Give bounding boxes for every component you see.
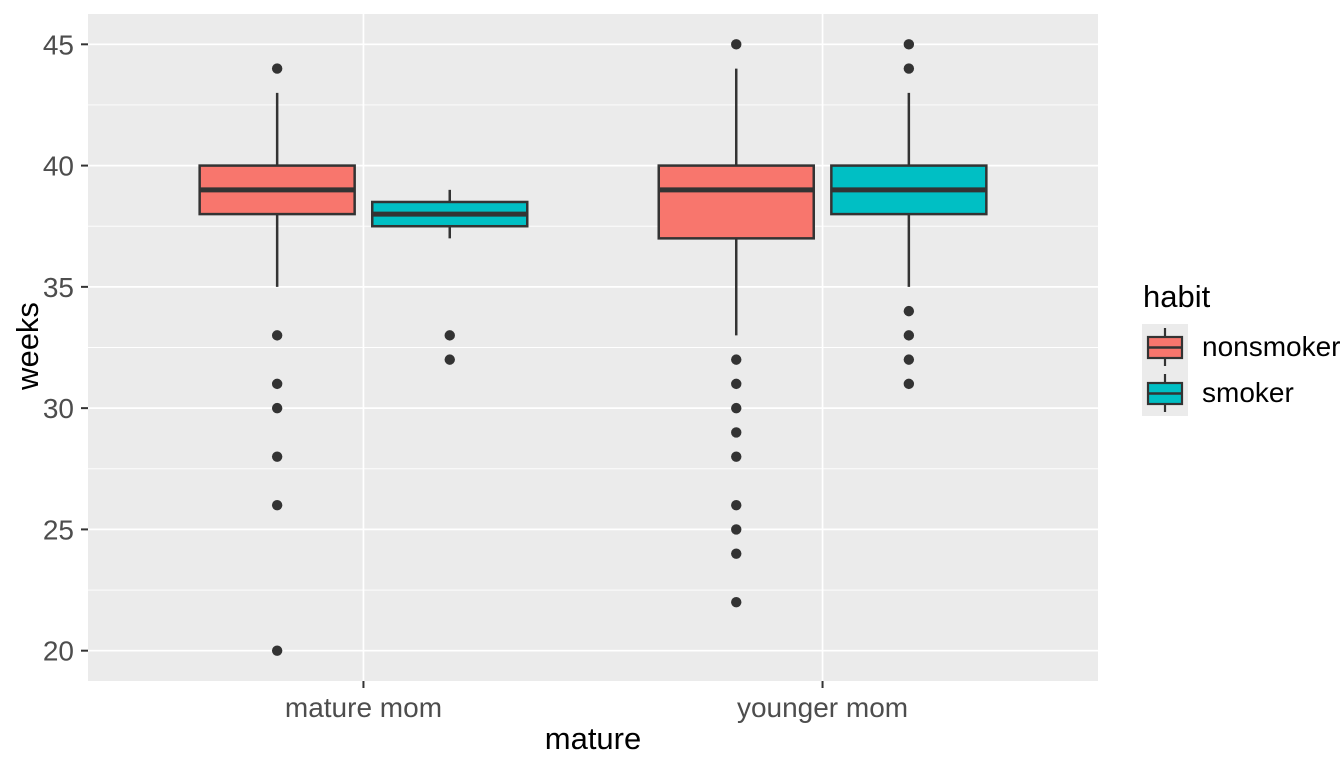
outlier-point: [271, 645, 283, 656]
outlier-point: [731, 524, 742, 535]
y-tick-label: 30: [43, 393, 74, 424]
boxplot-younger-mom-nonsmoker: [657, 39, 815, 608]
boxplot-mature-mom-nonsmoker: [198, 63, 356, 656]
outlier-point: [271, 330, 283, 341]
boxplot-key-icon: [1142, 324, 1188, 370]
outlier-point: [271, 378, 283, 390]
legend: habit nonsmoker smoker: [1142, 279, 1341, 416]
legend-label: smoker: [1202, 377, 1294, 408]
iqr-box: [657, 164, 815, 240]
outlier-point: [731, 499, 742, 511]
outlier-point: [903, 39, 915, 50]
x-axis-title: mature: [544, 721, 642, 756]
outlier-point: [271, 63, 283, 74]
y-tick-label: 35: [43, 272, 74, 303]
outlier-point: [444, 330, 455, 341]
boxplot-key-icon: [1142, 370, 1188, 416]
outlier-point: [903, 63, 915, 74]
outlier-point: [731, 427, 742, 438]
outlier-point: [731, 548, 742, 559]
outlier-point: [903, 354, 915, 365]
outlier-point: [731, 378, 742, 390]
legend-entry-nonsmoker: nonsmoker: [1142, 324, 1341, 370]
outlier-point: [903, 330, 915, 341]
outlier-point: [731, 354, 742, 365]
outlier-point: [731, 402, 742, 414]
outlier-point: [731, 596, 742, 608]
y-tick-label: 20: [43, 636, 74, 667]
outlier-point: [271, 499, 283, 511]
outlier-point: [731, 451, 742, 462]
outlier-point: [731, 39, 742, 50]
y-tick-label: 25: [43, 514, 74, 545]
outlier-point: [903, 305, 915, 317]
legend-entry-smoker: smoker: [1142, 370, 1341, 416]
legend-title: habit: [1143, 279, 1211, 314]
boxplot-mature-mom-smoker: [371, 189, 529, 365]
x-tick-label: mature mom: [285, 692, 442, 723]
legend-label: nonsmoker: [1202, 331, 1341, 362]
outlier-point: [903, 378, 915, 390]
y-axis-title: weeks: [10, 302, 45, 390]
y-tick-label: 45: [43, 29, 74, 60]
boxplot-younger-mom-smoker: [830, 39, 988, 390]
y-tick-label: 40: [43, 151, 74, 182]
outlier-point: [444, 354, 455, 365]
x-tick-label: younger mom: [737, 692, 908, 723]
outlier-point: [271, 451, 283, 462]
outlier-point: [271, 402, 283, 414]
